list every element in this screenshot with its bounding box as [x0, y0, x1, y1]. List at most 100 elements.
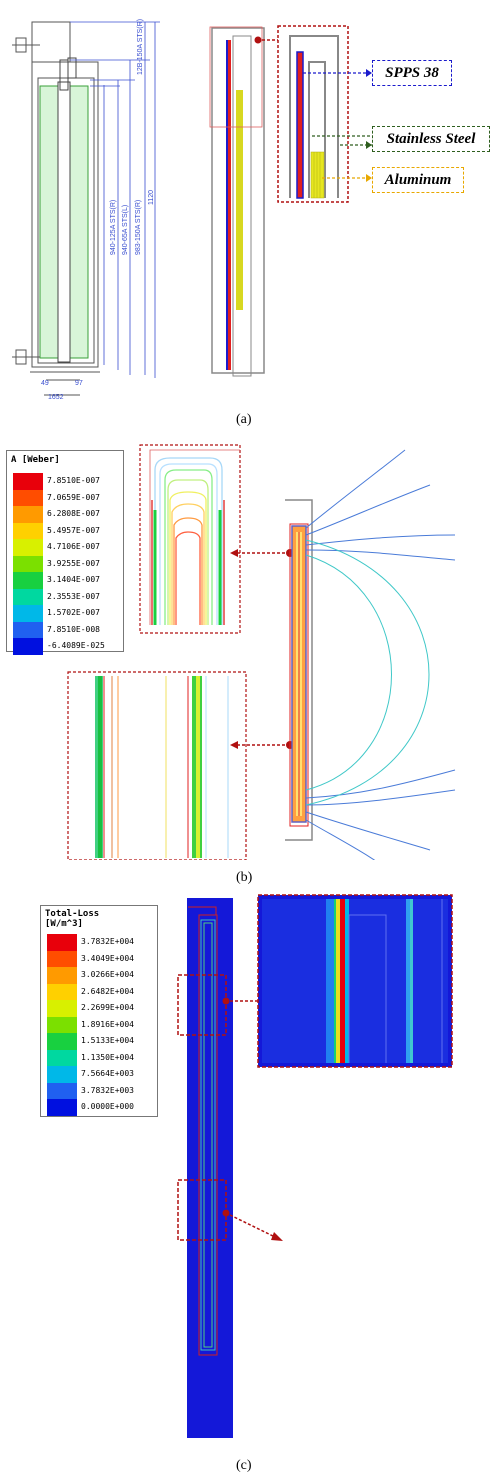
- weber-legend-row: 7.8510E-008: [7, 621, 123, 639]
- loss-legend-value: 1.5133E+004: [81, 1036, 134, 1045]
- weber-legend-row: 3.9255E-007: [7, 555, 123, 573]
- weber-legend-swatch: [13, 522, 43, 540]
- loss-legend-row: 2.2699E+004: [41, 1000, 157, 1017]
- top-zoom-box: [139, 444, 241, 634]
- callout-stainless-steel: Stainless Steel: [372, 126, 490, 152]
- loss-legend-row: 0.0000E+000: [41, 1099, 157, 1116]
- weber-legend-row: -6.4089E-025: [7, 638, 123, 655]
- loss-legend-value: 3.7832E+004: [81, 937, 134, 946]
- legend-title: A [Weber]: [11, 455, 60, 465]
- field-plot: [67, 444, 456, 860]
- weber-legend-swatch: [13, 555, 43, 573]
- loss-legend-swatch: [47, 1000, 77, 1017]
- callout-spps: SPPS 38: [372, 60, 452, 86]
- zoom-marker: [254, 36, 262, 44]
- weber-legend-row: 7.8510E-007: [7, 473, 123, 490]
- loss-legend-value: 2.6482E+004: [81, 986, 134, 996]
- weber-legend-value: -6.4089E-025: [47, 641, 105, 650]
- loss-legend-swatch: [47, 967, 77, 984]
- loss-legend-swatch: [47, 1099, 77, 1116]
- cross-section-drawing: [12, 21, 100, 396]
- weber-legend-value: 7.0659E-007: [47, 492, 100, 502]
- panel-a-drawing: 12B-150A STS(R) 940-125A STS(R) 940-65A …: [12, 19, 372, 401]
- loss-legend-swatch: [47, 1066, 77, 1083]
- weber-legend-value: 5.4957E-007: [47, 525, 100, 535]
- loss-legend-swatch: [47, 950, 77, 968]
- weber-legend-value: 7.8510E-008: [47, 624, 100, 634]
- loss-legend-row: 2.6482E+004: [41, 983, 157, 1001]
- loss-legend-swatch: [47, 983, 77, 1001]
- dim-label-3: 940-65A STS(L): [122, 205, 129, 255]
- dim-label-6: 49: [41, 380, 49, 387]
- loss-legend-row: 3.7832E+004: [41, 934, 157, 951]
- dimension-lines: [70, 21, 160, 378]
- dim-label-2: 940-125A STS(R): [110, 200, 117, 255]
- caption-c: (c): [236, 1458, 252, 1473]
- caption-a: (a): [236, 412, 252, 427]
- weber-legend-swatch: [13, 605, 43, 622]
- dim-label-1: 12B-150A STS(R): [137, 19, 144, 75]
- loss-plot: [177, 894, 453, 1438]
- panel-c: Total-Loss [W/m^3] 3.7832E+004 3.4049E+00…: [0, 885, 495, 1480]
- weber-legend-swatch: [13, 638, 43, 655]
- weber-legend-swatch: [13, 489, 43, 507]
- weber-legend-swatch: [13, 572, 43, 589]
- panel-a: 12B-150A STS(R) 940-125A STS(R) 940-65A …: [0, 0, 495, 430]
- bottom-zoom-box: [67, 671, 247, 860]
- loss-legend-swatch: [47, 1082, 77, 1100]
- total-loss-legend: Total-Loss [W/m^3] 3.7832E+004 3.4049E+00…: [40, 905, 158, 1117]
- loss-legend-swatch: [47, 1033, 77, 1050]
- loss-legend-value: 0.0000E+000: [81, 1102, 134, 1111]
- simplified-model: [209, 26, 265, 377]
- panel-b: A [Weber] 7.8510E-007 7.0659E-007 6.2808E-…: [0, 440, 495, 885]
- dim-label-7: 97: [75, 380, 83, 387]
- loss-legend-row: 3.7832E+003: [41, 1082, 157, 1100]
- loss-legend-swatch: [47, 1049, 77, 1067]
- weber-legend-row: 5.4957E-007: [7, 522, 123, 540]
- loss-legend-value: 3.4049E+004: [81, 953, 134, 963]
- weber-legend-row: 2.3553E-007: [7, 588, 123, 606]
- dim-label-8: 1652: [48, 394, 64, 401]
- loss-legend-row: 3.0266E+004: [41, 967, 157, 984]
- loss-zoom-top: [177, 974, 227, 1036]
- dim-label-4: 983-150A STS(R): [135, 200, 142, 255]
- weber-legend-value: 2.3553E-007: [47, 591, 100, 601]
- legend-title-line1: Total-Loss: [45, 909, 100, 919]
- dim-label-5: 1120: [148, 190, 155, 205]
- loss-legend-swatch: [47, 1016, 77, 1034]
- weber-legend-value: 1.5702E-007: [47, 608, 100, 617]
- caption-b: (b): [236, 870, 253, 885]
- weber-legend-value: 3.9255E-007: [47, 558, 100, 568]
- legend-title-line2: [W/m^3]: [45, 919, 83, 929]
- weber-legend-row: 7.0659E-007: [7, 489, 123, 507]
- weber-legend-row: 1.5702E-007: [7, 605, 123, 622]
- loss-legend-value: 1.8916E+004: [81, 1019, 134, 1029]
- loss-legend-value: 3.0266E+004: [81, 970, 134, 979]
- loss-legend-row: 1.5133E+004: [41, 1033, 157, 1050]
- weber-legend-row: 4.7106E-007: [7, 539, 123, 556]
- loss-legend-row: 7.5664E+003: [41, 1066, 157, 1083]
- weber-legend-row: 6.2808E-007: [7, 506, 123, 523]
- weber-legend-row: 3.1404E-007: [7, 572, 123, 589]
- loss-legend-row: 1.8916E+004: [41, 1016, 157, 1034]
- weber-legend-swatch: [13, 473, 43, 490]
- magnetic-potential-legend: A [Weber] 7.8510E-007 7.0659E-007 6.2808E-…: [6, 450, 124, 655]
- loss-legend-row: 3.4049E+004: [41, 950, 157, 968]
- weber-legend-swatch: [13, 621, 43, 639]
- weber-legend-swatch: [13, 506, 43, 523]
- loss-legend-value: 2.2699E+004: [81, 1003, 134, 1012]
- weber-legend-value: 3.1404E-007: [47, 575, 100, 584]
- weber-legend-swatch: [13, 539, 43, 556]
- coil-model: [285, 499, 313, 841]
- flux-lines: [305, 449, 456, 860]
- loss-legend-swatch: [47, 934, 77, 951]
- loss-legend-value: 7.5664E+003: [81, 1069, 134, 1078]
- weber-legend-swatch: [13, 588, 43, 606]
- weber-legend-value: 6.2808E-007: [47, 509, 100, 518]
- weber-legend-value: 4.7106E-007: [47, 542, 100, 551]
- loss-legend-value: 1.1350E+004: [81, 1052, 134, 1062]
- callout-aluminum: Aluminum: [372, 167, 464, 193]
- loss-legend-value: 3.7832E+003: [81, 1085, 134, 1095]
- weber-legend-value: 7.8510E-007: [47, 476, 100, 485]
- loss-legend-row: 1.1350E+004: [41, 1049, 157, 1067]
